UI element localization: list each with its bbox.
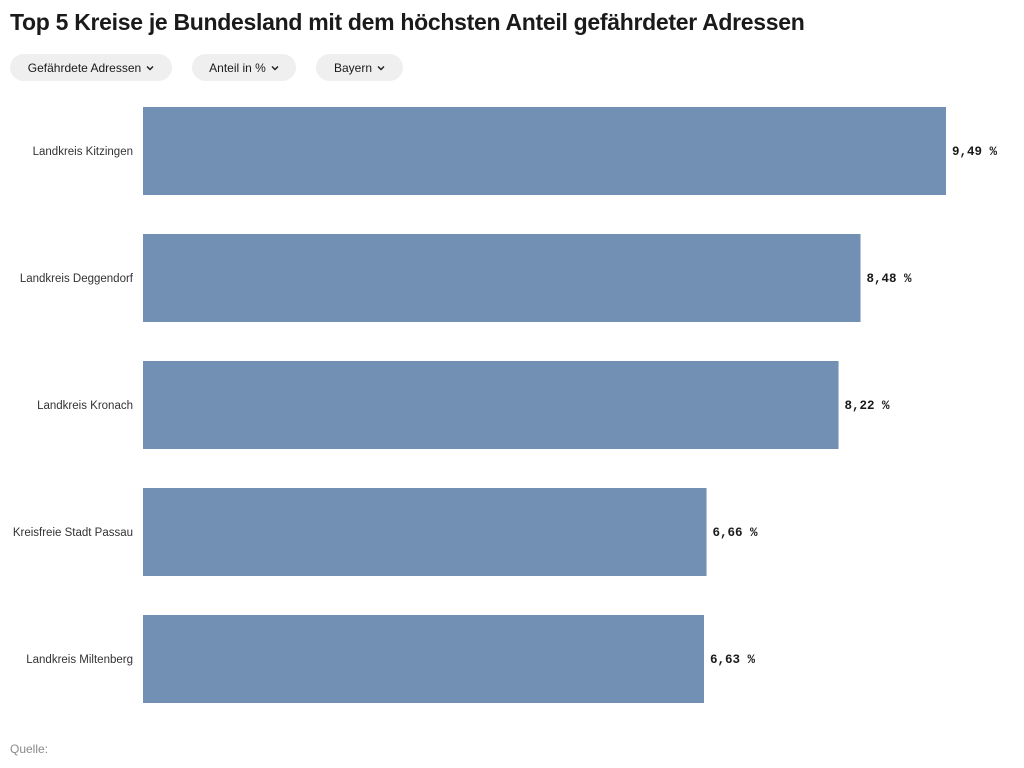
value-label: 8,48 % [867, 272, 913, 286]
category-label: Landkreis Deggendorf [20, 273, 134, 285]
category-label: Landkreis Kronach [37, 400, 133, 412]
bar-chart: Landkreis Kitzingen 9,49 % Landkreis Degge… [0, 96, 1024, 716]
filter-state-label: Bayern [333, 60, 373, 75]
chevron-down-icon [146, 65, 154, 71]
chevron-down-icon [377, 65, 385, 71]
filter-metric-label: Gefährdete Adressen [27, 60, 142, 75]
value-label: 6,66 % [713, 526, 759, 540]
bar[interactable] [143, 361, 839, 449]
filter-unit-label: Anteil in % [209, 60, 266, 75]
chart-title: Top 5 Kreise je Bundesland mit dem höchs… [10, 9, 805, 35]
value-label: 8,22 % [845, 399, 891, 413]
category-label: Landkreis Miltenberg [26, 654, 133, 666]
filter-state-dropdown[interactable]: Bayern [316, 54, 403, 81]
bar[interactable] [143, 107, 946, 195]
bar[interactable] [143, 615, 704, 703]
category-label: Landkreis Kitzingen [33, 146, 133, 158]
value-label: 9,49 % [952, 145, 998, 159]
chevron-down-icon [271, 65, 279, 71]
value-label: 6,63 % [710, 653, 756, 667]
bar-chart-svg: Landkreis Kitzingen 9,49 % Landkreis Degge… [13, 107, 998, 703]
category-label: Kreisfreie Stadt Passau [13, 527, 133, 539]
bar[interactable] [143, 234, 861, 322]
source-label: Quelle: [10, 742, 49, 756]
bar[interactable] [143, 488, 707, 576]
filter-metric-dropdown[interactable]: Gefährdete Adressen [10, 54, 172, 81]
source-note: Quelle: [10, 742, 48, 756]
filter-unit-dropdown[interactable]: Anteil in % [192, 54, 296, 81]
